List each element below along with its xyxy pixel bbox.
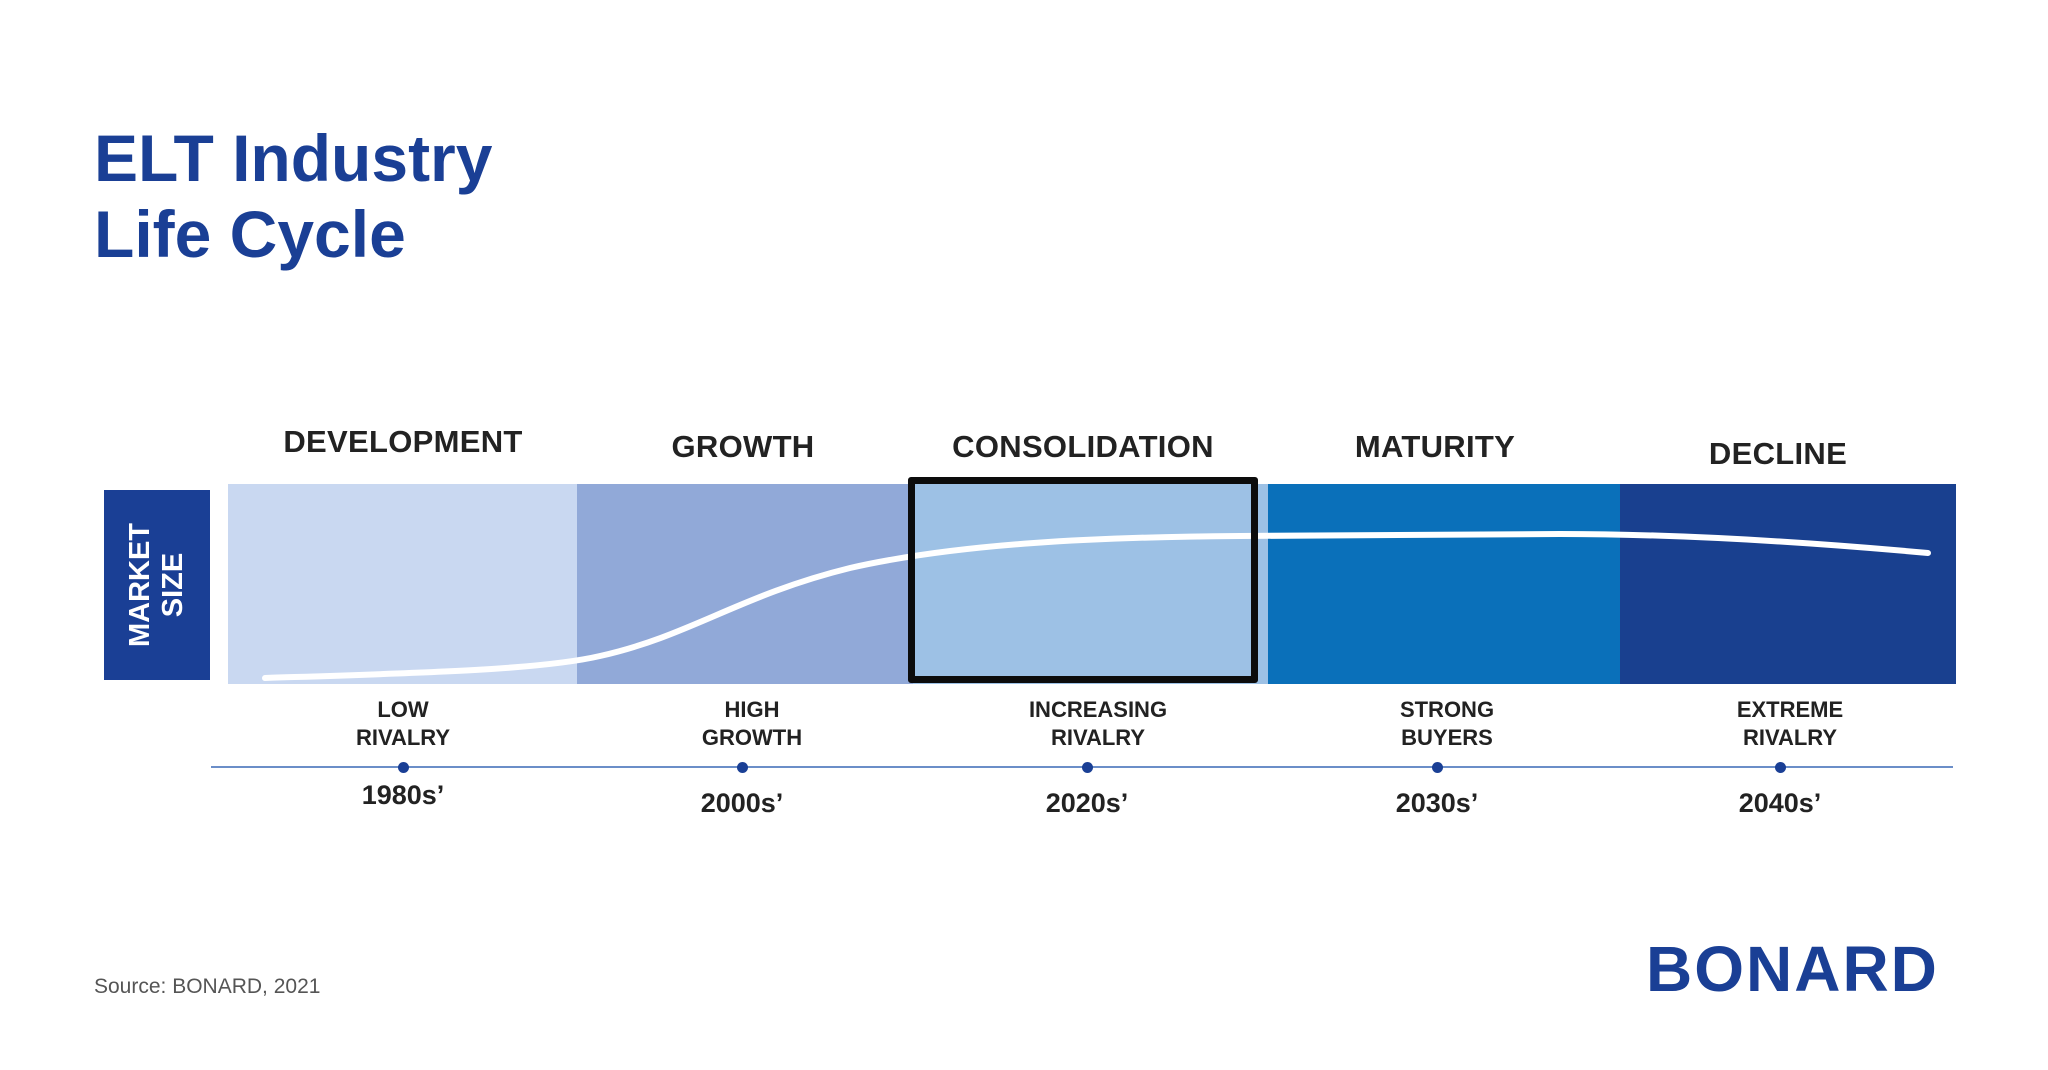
timeline-dot-2030s [1432,762,1443,773]
era-label-2030s: 2030s’ [1395,788,1479,818]
stage-label-decline: DECLINE [1708,436,1848,471]
source-note: Source: BONARD, 2021 [94,975,321,998]
stage-band-growth [577,484,913,684]
timeline-dot-2020s [1082,762,1093,773]
market-size-label: MARKET SIZE [124,522,189,648]
era-label-2020s: 2020s’ [1045,788,1129,818]
page-title: ELT Industry Life Cycle [94,120,492,272]
era-label-2040s: 2040s’ [1738,788,1822,818]
characteristic-decline: EXTREME RIVALRY [1736,697,1844,750]
stage-band-decline [1620,484,1956,684]
characteristic-maturity: STRONG BUYERS [1399,697,1495,750]
characteristic-growth: HIGH GROWTH [701,697,803,750]
stage-label-maturity: MATURITY [1354,429,1516,464]
stage-label-development: DEVELOPMENT [283,424,523,459]
characteristic-consolidation: INCREASING RIVALRY [1028,697,1168,750]
characteristic-development: LOW RIVALRY [355,697,451,750]
stage-label-growth: GROWTH [671,429,815,464]
bonard-logo: BONARD [1646,933,1939,1005]
era-label-2000s: 2000s’ [700,788,784,818]
era-label-1980s: 1980s’ [361,780,445,810]
stage-label-consolidation: CONSOLIDATION [952,429,1214,464]
stage-band-development [228,484,577,684]
stage-band-maturity [1268,484,1620,684]
consolidation-highlight-frame [908,477,1258,683]
stage-band-consolidation [913,484,1268,684]
timeline-dot-1980s [398,762,409,773]
market-size-box [104,490,210,680]
title-line-2: Life Cycle [94,197,406,271]
title-line-1: ELT Industry [94,121,493,195]
timeline-dot-2000s [737,762,748,773]
timeline-dot-2040s [1775,762,1786,773]
